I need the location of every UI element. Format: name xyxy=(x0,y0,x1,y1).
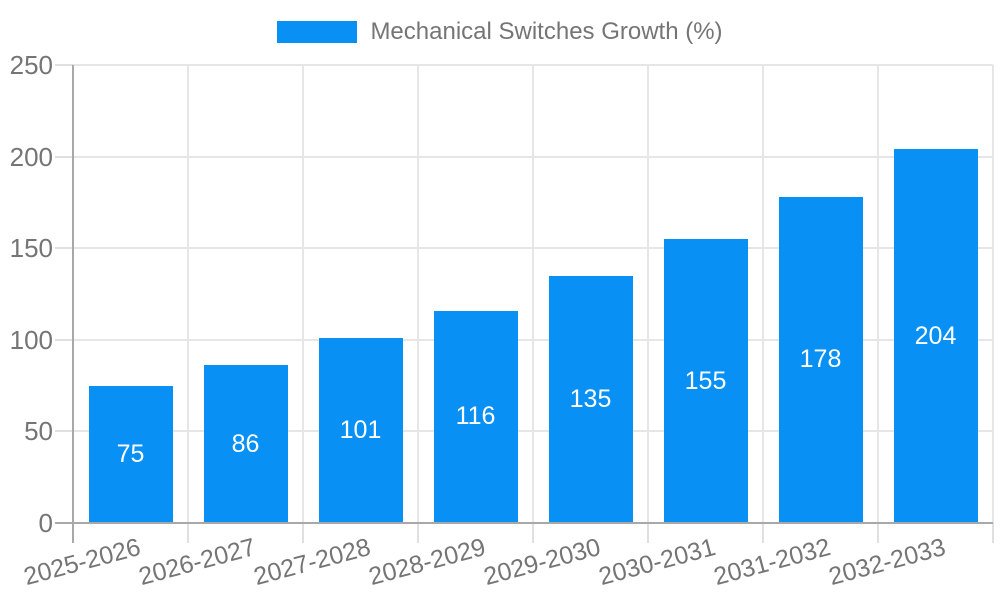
x-axis-line xyxy=(55,522,993,524)
bar xyxy=(318,337,403,523)
x-tick xyxy=(417,523,419,543)
y-axis-tick-label: 250 xyxy=(9,50,53,80)
y-axis-tick-label: 100 xyxy=(9,324,53,355)
x-axis-tick-label: 2030-2031 xyxy=(595,533,719,592)
x-axis-tick-label: 2027-2028 xyxy=(250,533,374,592)
y-tick xyxy=(55,430,73,433)
bar-value-label: 101 xyxy=(339,415,382,444)
y-axis-tick-label: 200 xyxy=(9,141,53,172)
bar-value-label: 116 xyxy=(455,402,496,431)
bar xyxy=(433,310,518,523)
x-tick xyxy=(877,523,879,543)
y-axis-tick-label: 150 xyxy=(9,233,53,264)
x-gridline xyxy=(187,65,189,523)
x-axis-tick-label: 2026-2027 xyxy=(135,533,259,592)
y-tick xyxy=(55,64,73,66)
x-gridline xyxy=(532,65,534,523)
x-tick xyxy=(992,523,994,543)
x-axis-tick-label: 2029-2030 xyxy=(480,533,604,592)
x-gridline xyxy=(992,65,994,523)
y-axis-tick-label: 50 xyxy=(24,416,53,447)
bar-value-label: 75 xyxy=(116,439,145,468)
x-gridline xyxy=(417,65,419,523)
bar-value-label: 155 xyxy=(684,366,727,395)
y-tick xyxy=(55,247,73,250)
y-axis-tick-label: 0 xyxy=(38,508,53,538)
bar xyxy=(548,275,633,523)
bar xyxy=(88,385,173,523)
bar xyxy=(203,365,288,523)
bar xyxy=(893,149,978,523)
legend-swatch-icon xyxy=(277,21,358,43)
plot-area: 75 86 101 116 135 155 178 204 xyxy=(73,64,994,523)
y-tick xyxy=(55,155,73,158)
x-axis-tick-label: 2025-2026 xyxy=(20,533,144,592)
x-gridline xyxy=(877,65,879,523)
bar xyxy=(778,196,863,523)
bar-value-label: 86 xyxy=(231,429,260,458)
bar xyxy=(663,239,748,523)
bar-value-label: 135 xyxy=(569,384,612,413)
x-tick xyxy=(532,523,534,543)
y-tick xyxy=(55,338,73,341)
x-tick xyxy=(187,523,189,543)
x-tick xyxy=(302,523,304,543)
x-axis-tick-label: 2032-2033 xyxy=(825,533,949,592)
bar-value-label: 204 xyxy=(914,321,957,350)
chart-legend: Mechanical Switches Growth (%) xyxy=(0,18,1000,46)
x-gridline xyxy=(762,65,764,523)
legend-label: Mechanical Switches Growth (%) xyxy=(370,18,723,45)
x-tick xyxy=(762,523,764,543)
x-gridline xyxy=(647,65,649,523)
x-axis-tick-label: 2028-2029 xyxy=(365,533,489,592)
bar-value-label: 178 xyxy=(799,345,842,374)
x-gridline xyxy=(302,65,304,523)
x-axis-tick-label: 2031-2032 xyxy=(710,533,834,592)
y-axis-line xyxy=(72,65,74,543)
x-tick xyxy=(647,523,649,543)
